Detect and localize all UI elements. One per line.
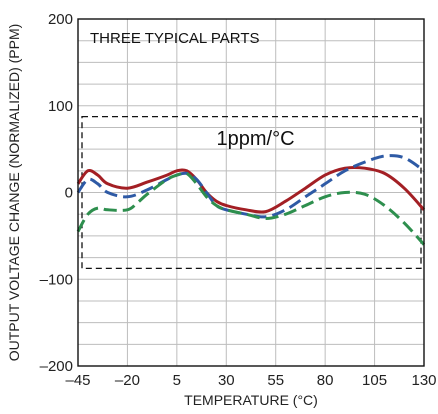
series-layer — [76, 154, 426, 246]
series-line-0 — [76, 165, 426, 214]
x-tick-labels: –45 –20 5 30 55 80 105 130 — [65, 372, 436, 389]
x-tick-label: 130 — [411, 372, 436, 389]
x-tick-label: 105 — [362, 372, 387, 389]
plot-frame — [77, 18, 425, 367]
y-tick-label: 0 — [65, 185, 73, 202]
spec-box-outline — [81, 115, 422, 270]
x-axis-title: TEMPERATURE (°C) — [184, 392, 318, 408]
series-line-2 — [76, 171, 426, 246]
y-axis-title: OUTPUT VOLTAGE CHANGE (NORMALIZED) (PPM) — [6, 24, 22, 362]
x-tick-label: 5 — [173, 372, 181, 389]
spec-box-label: 1ppm/°C — [216, 128, 294, 150]
x-tick-label: 80 — [317, 372, 334, 389]
y-tick-label: –100 — [40, 271, 73, 288]
y-tick-label: –200 — [40, 358, 73, 375]
x-tick-label: –20 — [115, 372, 140, 389]
y-tick-label: 100 — [48, 98, 73, 115]
y-tick-labels: –200 –100 0 100 200 — [40, 11, 73, 375]
chart-inner-label: THREE TYPICAL PARTS — [90, 30, 260, 47]
x-tick-label: 55 — [267, 372, 284, 389]
y-tick-label: 200 — [48, 11, 73, 28]
x-tick-label: 30 — [218, 372, 235, 389]
x-tick-label: –45 — [65, 372, 90, 389]
spec-box — [81, 115, 422, 270]
